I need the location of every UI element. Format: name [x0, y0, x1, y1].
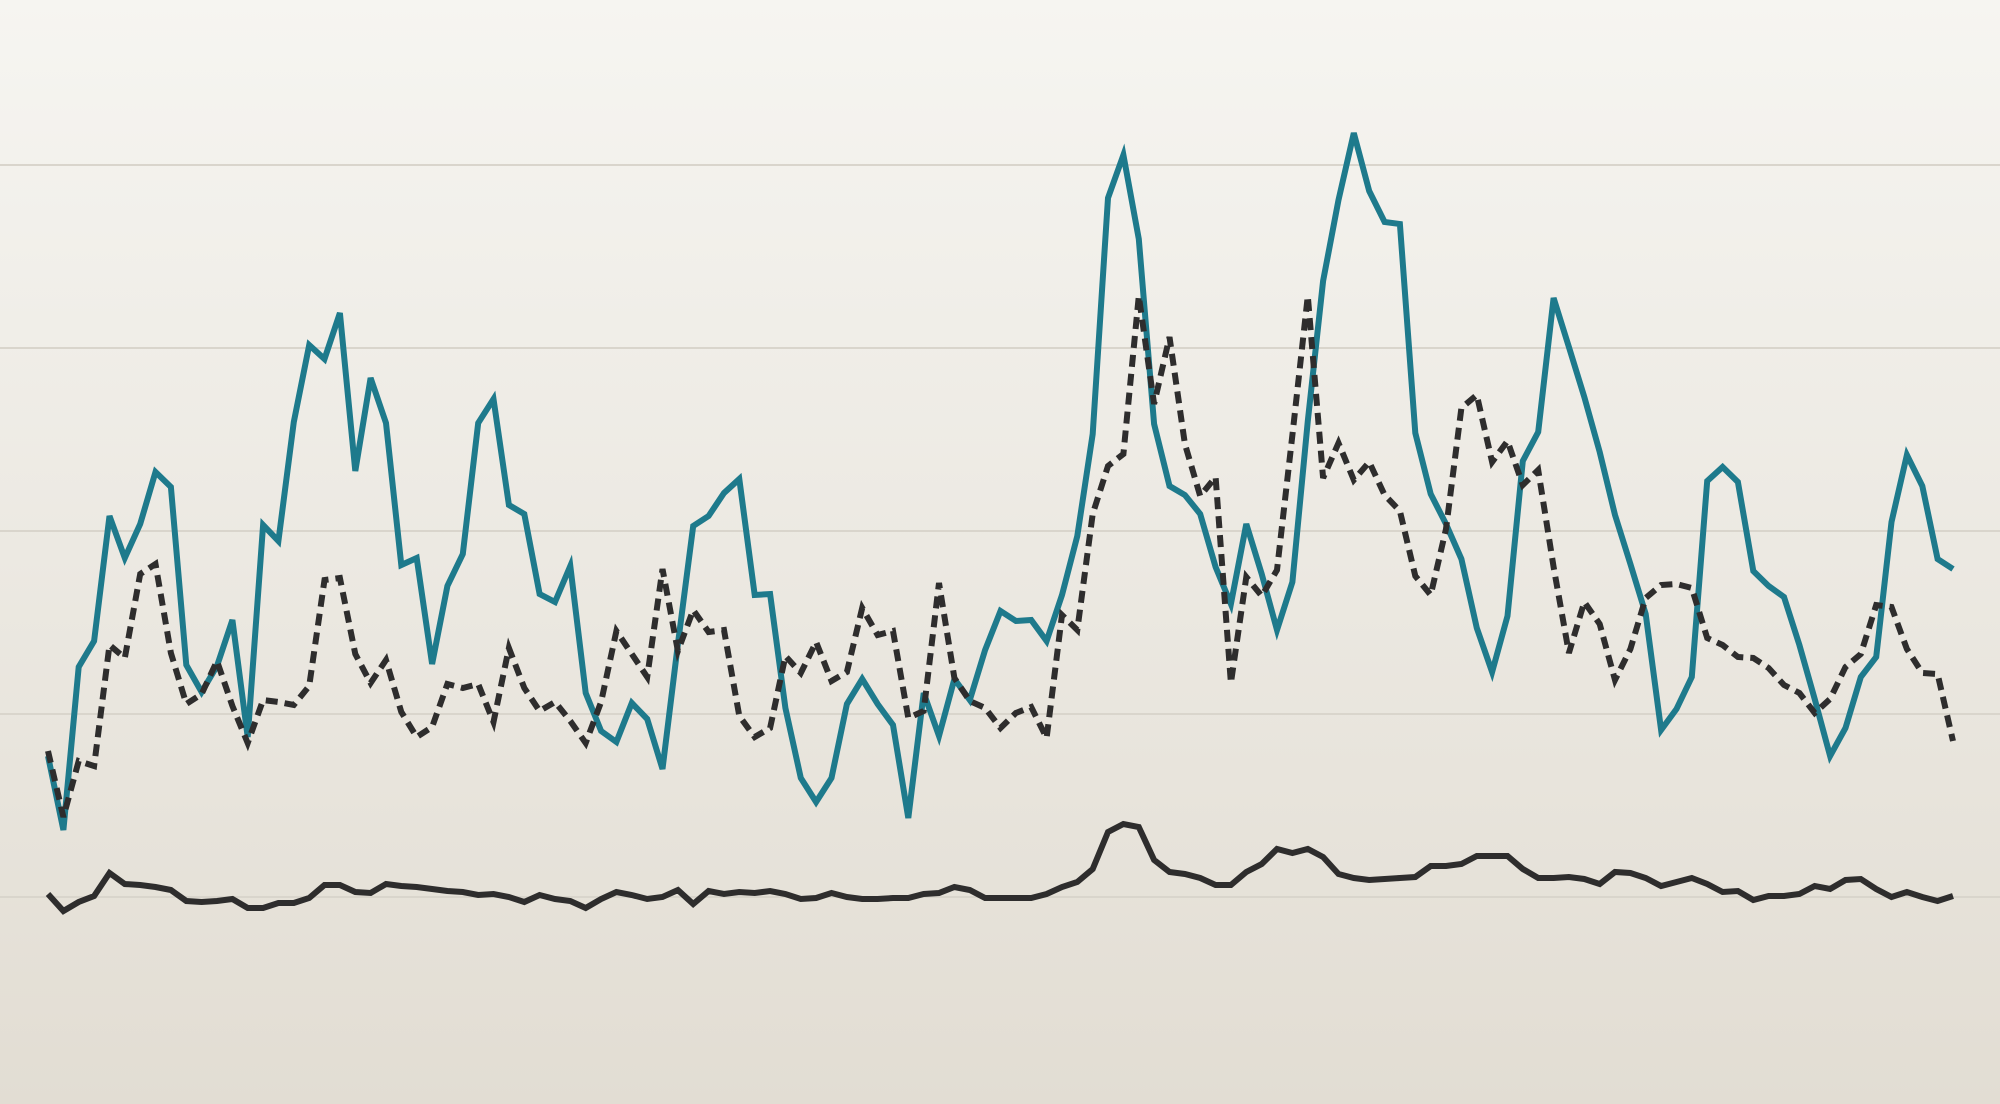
gridlines	[0, 164, 2000, 898]
series-line-2	[45, 295, 1956, 818]
series-lines	[45, 132, 1956, 915]
series-line-1	[45, 132, 1955, 831]
series-line-3	[45, 820, 1954, 915]
